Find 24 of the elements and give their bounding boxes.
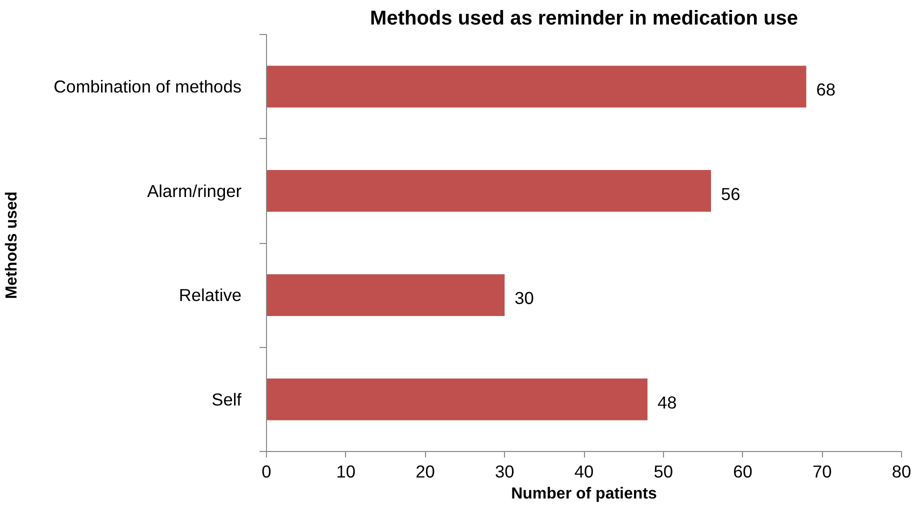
data-label: 56 (721, 184, 740, 204)
bar (266, 378, 648, 420)
y-tick-label: Self (212, 389, 242, 410)
x-tick-label: 10 (336, 462, 356, 482)
x-tick-label: 40 (574, 462, 594, 482)
data-label: 48 (658, 392, 677, 412)
x-tick-label: 60 (733, 462, 752, 482)
x-tick-label: 20 (416, 462, 435, 482)
bar (266, 66, 806, 108)
x-axis-title: Number of patients (511, 486, 657, 502)
x-tick-label: 0 (262, 462, 272, 482)
bar (266, 274, 505, 316)
data-label: 68 (816, 80, 836, 100)
x-tick-label: 70 (812, 462, 832, 482)
bar (266, 170, 711, 212)
chart-title: Methods used as reminder in medication use (370, 8, 798, 30)
x-tick-label: 50 (654, 462, 674, 482)
y-tick-label: Alarm/ringer (147, 180, 242, 201)
data-label: 30 (514, 288, 534, 308)
y-axis-title: Methods used (4, 191, 21, 300)
x-tick-label: 30 (494, 462, 514, 482)
y-tick-label: Relative (178, 285, 242, 306)
y-tick-label: Combination of methods (54, 76, 242, 97)
x-tick-label: 80 (892, 462, 912, 482)
